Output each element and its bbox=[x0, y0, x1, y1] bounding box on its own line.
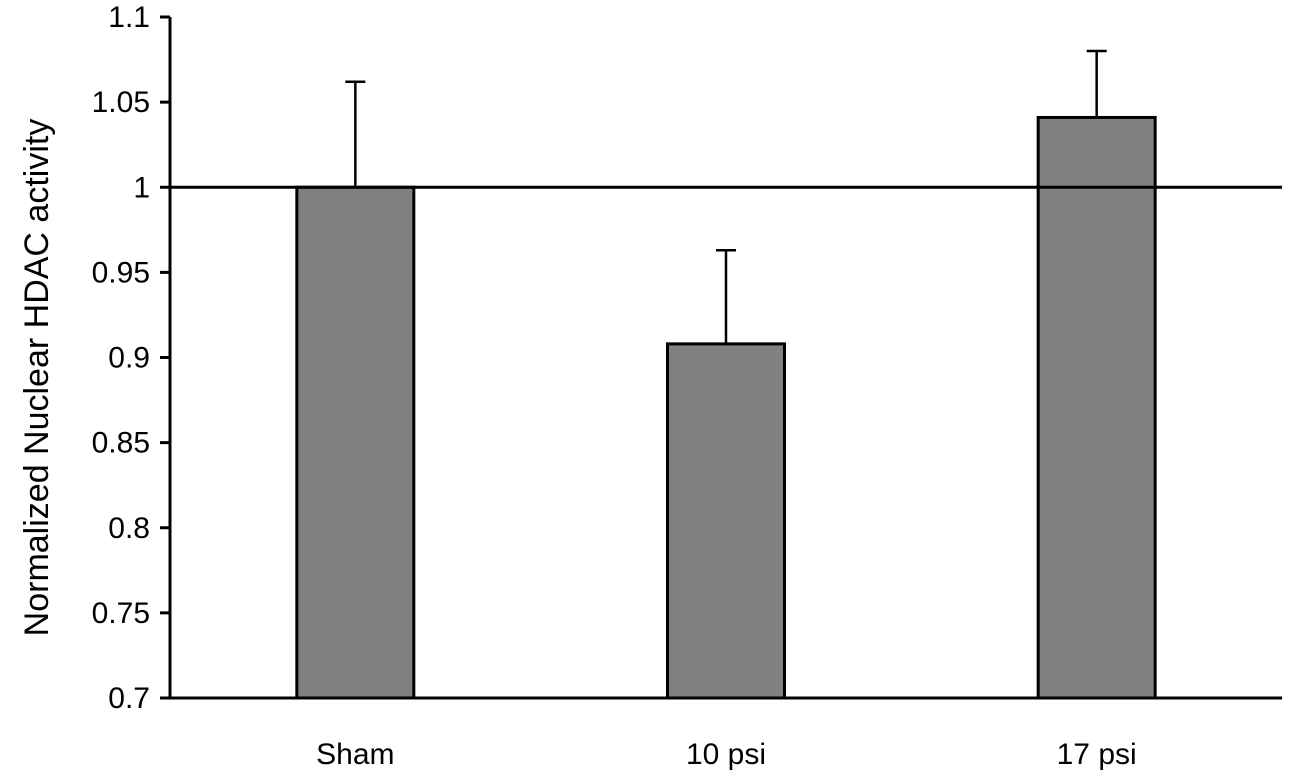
error-bars-group bbox=[345, 49, 1107, 344]
y-tick-label: 0.7 bbox=[108, 682, 150, 715]
y-tick-label: 1.05 bbox=[92, 86, 150, 119]
y-tick-label: 0.95 bbox=[92, 256, 150, 289]
y-tick-label: 0.9 bbox=[108, 342, 150, 375]
x-tick-label: 17 psi bbox=[1057, 738, 1137, 771]
bars-group bbox=[295, 115, 1157, 700]
y-tick-label: 0.8 bbox=[108, 512, 150, 545]
y-tick-label: 0.75 bbox=[92, 597, 150, 630]
y-tick-label: 1.1 bbox=[108, 1, 150, 34]
y-tick-label: 0.85 bbox=[92, 427, 150, 460]
y-axis-title: Normalized Nuclear HDAC activity bbox=[18, 119, 56, 637]
x-tick-label: 10 psi bbox=[686, 738, 766, 771]
bar-sham bbox=[295, 185, 416, 700]
y-tick-label: 1 bbox=[133, 171, 150, 204]
x-tick-label: Sham bbox=[316, 738, 394, 771]
x-labels-group: Sham 10 psi 17 psi bbox=[316, 738, 1137, 771]
y-ticks-group: 0.7 0.75 0.8 0.85 0.9 0.95 1 1.05 1.1 bbox=[92, 1, 170, 715]
bar-17-psi bbox=[1036, 115, 1157, 700]
bar-10-psi bbox=[666, 342, 786, 700]
